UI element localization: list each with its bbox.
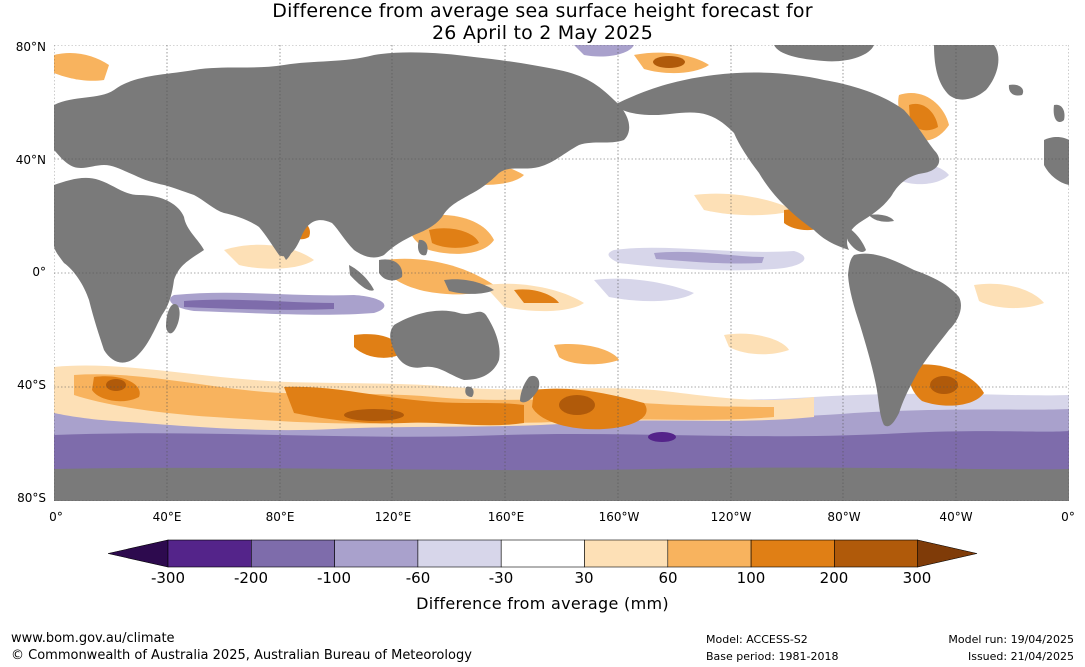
colorbar: [108, 539, 978, 568]
tasmania: [465, 386, 474, 397]
lon-label-40e: 40°E: [152, 510, 182, 524]
africa: [54, 177, 204, 363]
india: [272, 214, 299, 260]
lat-label-0: 0°: [32, 265, 46, 279]
lat-label-40s: 40°S: [17, 378, 46, 392]
map-title-line-2: 26 April to 2 May 2025: [432, 22, 653, 44]
colorbar-segment-gt300: [917, 539, 978, 568]
footer-base-period: Base period: 1981-2018: [706, 650, 839, 663]
colorbar-segment-m30-30: [500, 539, 585, 568]
sea-surface-height-map: [54, 45, 1069, 501]
south-america: [848, 253, 961, 427]
lon-label-160w: 160°W: [598, 510, 640, 524]
colorbar-tick-30: 30: [574, 569, 594, 587]
british-isles: [1053, 104, 1065, 123]
map-title-line-1: Difference from average sea surface heig…: [272, 0, 813, 22]
philippines: [417, 239, 428, 256]
colorbar-tick-100: 100: [736, 569, 766, 587]
arctic-islands: [774, 45, 874, 62]
lon-label-160e: 160°E: [487, 510, 525, 524]
colorbar-segment-lt300: [108, 539, 169, 568]
colorbar-segment-m300-m200: [167, 539, 252, 568]
colorbar-tick-m100: -100: [316, 569, 352, 587]
lon-label-80e: 80°E: [265, 510, 295, 524]
colorbar-tick-m60: -60: [405, 569, 431, 587]
footer-model: Model: ACCESS-S2: [706, 633, 808, 646]
colorbar-tick-m30: -30: [488, 569, 514, 587]
lon-label-40w: 40°W: [939, 510, 973, 524]
colorbar-label: Difference from average (mm): [416, 594, 669, 613]
colorbar-segment-30-60: [584, 539, 669, 568]
colorbar-segment-m200-m100: [251, 539, 335, 568]
antarctica: [54, 467, 1069, 501]
north-america: [614, 72, 940, 251]
colorbar-segment-m100-m60: [334, 539, 419, 568]
central-america: [844, 225, 866, 252]
colorbar-tick-m300: -300: [150, 569, 186, 587]
footer-model-run: Model run: 19/04/2025: [948, 633, 1074, 646]
colorbar-segment-m60-m30: [417, 539, 502, 568]
eurasia: [54, 52, 630, 258]
australia: [390, 310, 500, 380]
iceland: [1008, 84, 1024, 96]
lon-label-80w: 80°W: [827, 510, 861, 524]
colorbar-tick-300: 300: [902, 569, 932, 587]
lon-label-0-left: 0°: [49, 510, 63, 524]
japan: [466, 168, 485, 191]
madagascar: [166, 304, 180, 334]
europe-west: [1044, 136, 1069, 185]
cuba: [869, 214, 894, 222]
graticule: [54, 45, 1069, 501]
new-guinea: [444, 279, 494, 294]
new-zealand: [520, 375, 540, 403]
lat-label-40n: 40°N: [15, 153, 46, 167]
colorbar-segment-100-200: [750, 539, 835, 568]
colorbar-segment-60-100: [667, 539, 752, 568]
lon-label-120e: 120°E: [374, 510, 412, 524]
southern-ocean-positive-anomaly: [54, 364, 984, 431]
colorbar-tick-60: 60: [658, 569, 678, 587]
lat-label-80s: 80°S: [17, 491, 46, 505]
colorbar-tick-m200: -200: [233, 569, 269, 587]
borneo: [379, 259, 403, 281]
footer-copyright: © Commonwealth of Australia 2025, Austra…: [11, 648, 472, 663]
footer-url: www.bom.gov.au/climate: [11, 631, 175, 646]
footer-issued: Issued: 21/04/2025: [967, 650, 1074, 663]
greenland: [934, 45, 999, 100]
colorbar-segment-200-300: [834, 539, 919, 568]
sumatra: [349, 265, 374, 291]
lon-label-0-right: 0°: [1061, 510, 1075, 524]
lon-label-120w: 120°W: [710, 510, 752, 524]
lat-label-80n: 80°N: [15, 40, 46, 54]
colorbar-tick-200: 200: [819, 569, 849, 587]
land-masses: [54, 45, 1069, 501]
